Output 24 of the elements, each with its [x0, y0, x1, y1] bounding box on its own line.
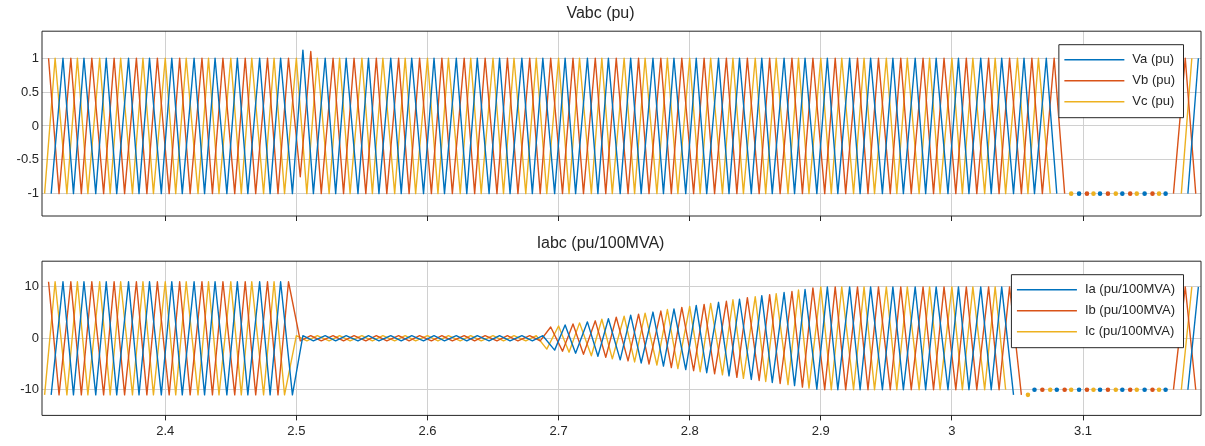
x-tick-label: 2.5 — [287, 422, 306, 438]
y-tick-label: -1 — [27, 185, 39, 201]
y-tick-label: -0.5 — [16, 151, 39, 167]
legend-label: Ic (pu/100MVA) — [1084, 323, 1175, 339]
x-tick-label: 3.1 — [1073, 422, 1093, 438]
x-tick-label: 2.6 — [418, 422, 437, 438]
y-tick-label: 0 — [31, 329, 39, 345]
chart-title: Vabc (pu) — [566, 4, 635, 22]
legend-label: Ib (pu/100MVA) — [1084, 302, 1176, 318]
legend-label: Va (pu) — [1132, 51, 1175, 67]
legend-label: Vc (pu) — [1132, 93, 1175, 109]
chart-title: Iabc (pu/100MVA) — [536, 234, 665, 252]
y-tick-label: 0 — [31, 117, 39, 133]
x-tick-label: 2.9 — [811, 422, 830, 438]
x-tick-label: 2.8 — [680, 422, 699, 438]
legend-label: Ia (pu/100MVA) — [1084, 281, 1176, 297]
x-tick-label: 3 — [948, 422, 956, 438]
x-tick-label: 2.4 — [156, 422, 175, 438]
y-tick-label: -10 — [20, 381, 39, 397]
legend-label: Vb (pu) — [1132, 72, 1176, 88]
y-tick-label: 0.5 — [20, 83, 39, 99]
y-tick-label: 1 — [31, 49, 39, 65]
y-tick-label: 10 — [24, 278, 39, 294]
x-tick-label: 2.7 — [549, 422, 568, 438]
